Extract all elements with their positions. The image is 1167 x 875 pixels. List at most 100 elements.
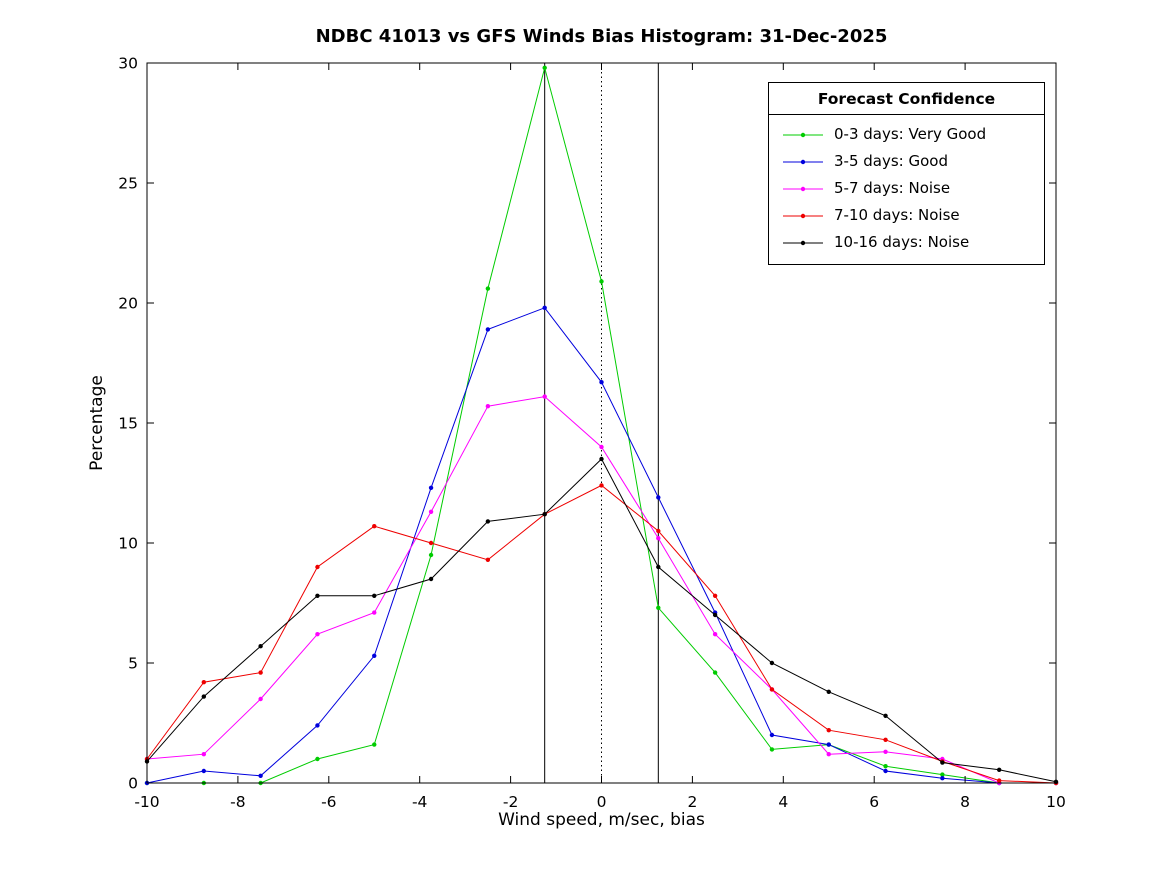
series-marker (599, 456, 604, 462)
series-marker (769, 732, 775, 738)
legend-line-sample (783, 240, 823, 245)
series-marker (599, 483, 604, 488)
series-marker (940, 776, 945, 781)
series-marker (883, 749, 888, 754)
legend-line-sample (783, 186, 823, 191)
x-tick-label: 4 (778, 793, 788, 811)
series-marker (428, 552, 434, 558)
series-marker (428, 509, 434, 514)
series-marker (656, 495, 661, 500)
series-marker (485, 404, 491, 409)
y-tick-label: 5 (128, 655, 138, 673)
series-marker (883, 768, 888, 774)
series-marker (542, 305, 547, 310)
legend-title: Forecast Confidence (769, 83, 1044, 115)
series-marker (315, 564, 320, 570)
legend-entry-label: 10-16 days: Noise (834, 233, 970, 251)
series-marker (485, 519, 491, 524)
series-marker (485, 557, 491, 562)
series-marker (201, 694, 207, 699)
series-marker (826, 742, 831, 747)
series-marker (826, 728, 831, 733)
x-tick-label: 6 (869, 793, 879, 811)
series-marker (315, 756, 320, 762)
series-marker (372, 742, 377, 747)
series-marker (996, 767, 1002, 772)
legend-entry-0: 0-3 days: Very Good (769, 121, 1044, 148)
series-marker (599, 279, 604, 284)
legend-line-sample (783, 159, 823, 164)
series-line-4 (146, 458, 1057, 783)
legend-line-sample (783, 213, 823, 218)
y-tick-label: 30 (118, 55, 138, 73)
series-marker (996, 778, 1002, 783)
series-marker (599, 380, 604, 385)
series-marker (599, 444, 604, 450)
series-marker (883, 764, 888, 769)
legend-entry-2: 5-7 days: Noise (769, 175, 1044, 202)
legend-entry-4: 10-16 days: Noise (769, 229, 1044, 256)
series-marker (940, 772, 945, 777)
series-marker (372, 653, 377, 658)
x-tick-label: 10 (1046, 793, 1066, 811)
series-marker (372, 610, 377, 615)
series-marker (542, 394, 547, 399)
y-tick-label: 20 (118, 295, 138, 313)
y-tick-label: 15 (118, 415, 138, 433)
series-marker (940, 760, 945, 765)
legend-entries: 0-3 days: Very Good 3-5 days: Good 5-7 day… (769, 115, 1044, 264)
legend-entry-label: 7-10 days: Noise (834, 206, 960, 224)
series-marker (428, 485, 434, 490)
series-marker (258, 696, 263, 702)
series-marker (485, 286, 491, 291)
series-marker (712, 632, 718, 637)
series-marker (201, 752, 207, 757)
series-marker (656, 564, 661, 570)
x-axis-label: Wind speed, m/sec, bias (498, 810, 705, 830)
series-marker (883, 737, 888, 742)
series-marker (428, 576, 434, 582)
legend-entry-3: 7-10 days: Noise (769, 202, 1044, 229)
y-axis-label: Percentage (87, 375, 107, 471)
series-marker (542, 65, 547, 71)
series-marker (258, 670, 263, 675)
series-marker (769, 747, 775, 752)
series-marker (315, 593, 320, 598)
x-tick-label: -8 (230, 793, 245, 811)
series-marker (712, 670, 718, 675)
series-marker (769, 660, 775, 666)
y-tick-label: 0 (128, 775, 138, 793)
x-tick-label: 2 (687, 793, 697, 811)
series-marker (542, 512, 547, 517)
series-marker (428, 540, 434, 546)
legend-entry-label: 3-5 days: Good (834, 152, 948, 170)
series-marker (883, 713, 888, 718)
series-marker (315, 723, 320, 728)
x-tick-label: -6 (321, 793, 336, 811)
series-marker (769, 687, 775, 692)
legend-entry-1: 3-5 days: Good (769, 148, 1044, 175)
series-marker (656, 605, 661, 610)
legend-line-sample (783, 132, 823, 137)
series-marker (201, 680, 207, 685)
series-marker (712, 612, 718, 618)
x-tick-label: 0 (597, 793, 607, 811)
series-marker (315, 632, 320, 637)
y-tick-label: 10 (118, 535, 138, 553)
x-tick-label: -2 (503, 793, 518, 811)
chart-title: NDBC 41013 vs GFS Winds Bias Histogram: … (315, 26, 888, 47)
series-marker (656, 536, 661, 541)
legend-entry-label: 5-7 days: Noise (834, 179, 951, 197)
series-marker (258, 773, 263, 778)
series-marker (712, 593, 718, 598)
legend: Forecast Confidence 0-3 days: Very Good 3… (768, 82, 1045, 265)
series-marker (372, 593, 377, 598)
x-tick-label: -10 (134, 793, 159, 811)
x-tick-label: -4 (412, 793, 427, 811)
series-marker (656, 528, 661, 534)
x-tick-label: 8 (960, 793, 970, 811)
series-marker (485, 327, 491, 332)
legend-entry-label: 0-3 days: Very Good (834, 125, 987, 143)
